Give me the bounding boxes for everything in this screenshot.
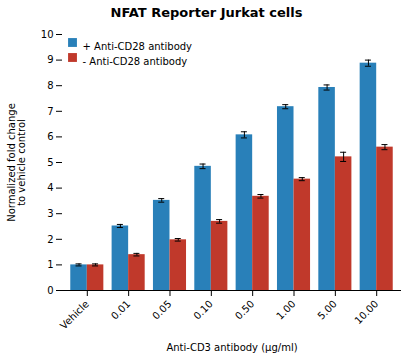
svg-text:6: 6: [47, 131, 53, 142]
svg-text:5.00: 5.00: [316, 298, 340, 322]
svg-text:5: 5: [47, 157, 53, 168]
svg-text:10: 10: [41, 29, 54, 40]
html-text:NFAT Reporter Jurkat cells: NFAT Reporter Jurkat cells: [110, 5, 303, 20]
svg-text:0.05: 0.05: [150, 298, 174, 322]
svg-text:10.00: 10.00: [352, 298, 380, 326]
svg-text:- Anti-CD28 antibody: - Anti-CD28 antibody: [83, 56, 188, 67]
svg-text:0.10: 0.10: [191, 298, 215, 322]
svg-text:Normalized fold changeto vehic: Normalized fold changeto vehicle control: [6, 103, 27, 222]
svg-text:4: 4: [47, 182, 53, 193]
svg-text:Vehicle: Vehicle: [58, 298, 91, 331]
svg-text:0.01: 0.01: [109, 298, 133, 322]
svg-text:2: 2: [47, 234, 53, 245]
svg-text:3: 3: [47, 208, 53, 219]
svg-text:0.50: 0.50: [233, 298, 257, 322]
svg-text:+ Anti-CD28 antibody: + Anti-CD28 antibody: [83, 41, 193, 52]
svg-text:Anti-CD3 antibody (μg/ml): Anti-CD3 antibody (μg/ml): [166, 342, 297, 353]
svg-text:1.00: 1.00: [274, 298, 298, 322]
svg-text:0: 0: [47, 285, 53, 296]
svg-text:9: 9: [47, 54, 53, 65]
svg-text:8: 8: [47, 80, 53, 91]
svg-text:7: 7: [47, 106, 53, 117]
svg-text:1: 1: [47, 259, 53, 270]
